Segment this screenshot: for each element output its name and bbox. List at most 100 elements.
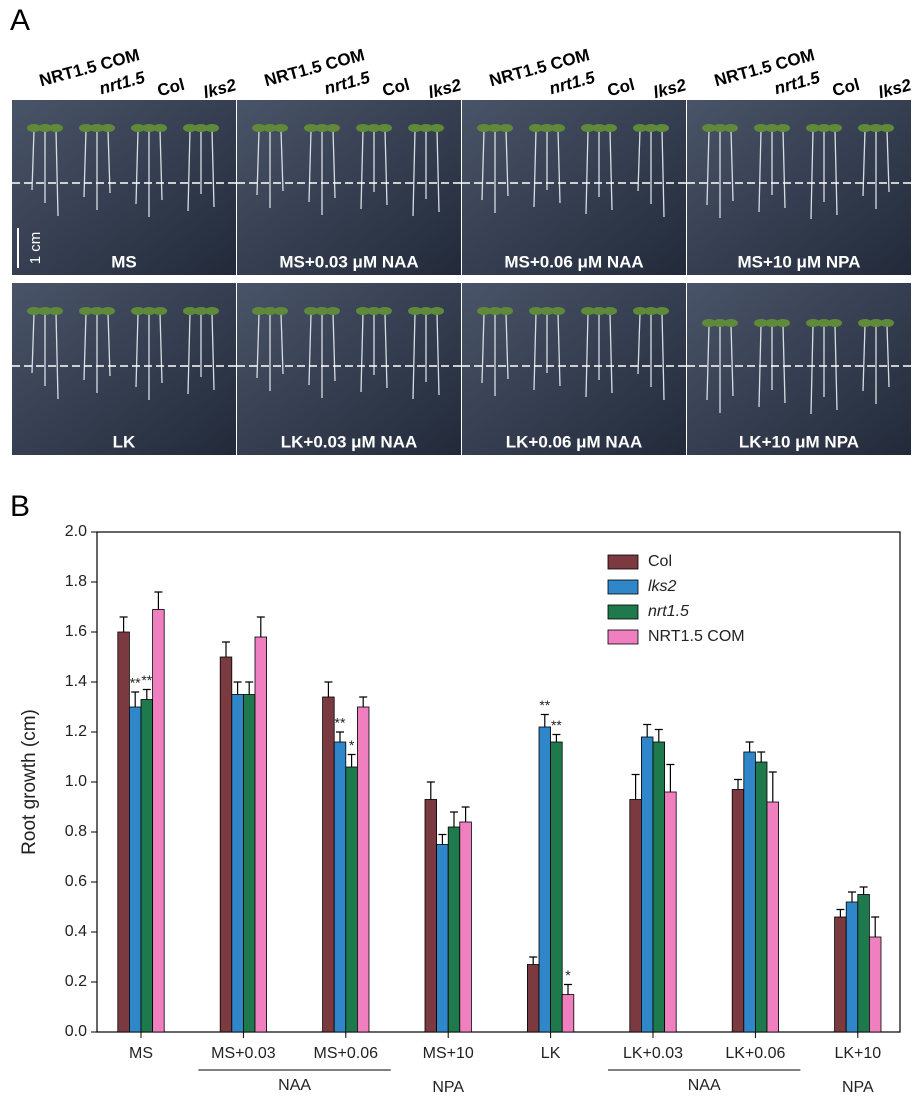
- root: [436, 129, 440, 213]
- cotyledon: [633, 124, 647, 132]
- cotyledon: [304, 124, 318, 132]
- root: [135, 312, 139, 388]
- root: [782, 324, 786, 404]
- cotyledon: [326, 124, 340, 132]
- panel-label: B: [10, 490, 30, 523]
- root: [557, 312, 561, 387]
- cotyledon: [408, 124, 422, 132]
- cotyledon: [131, 307, 145, 315]
- cotyledon: [27, 124, 41, 132]
- cotyledon: [183, 124, 197, 132]
- cotyledon: [274, 124, 288, 132]
- cotyledon: [858, 124, 872, 132]
- root: [609, 129, 613, 211]
- cotyledon: [499, 124, 513, 132]
- cotyledon: [378, 307, 392, 315]
- error-bar: [245, 681, 254, 695]
- root: [412, 312, 416, 400]
- error-bar: [438, 833, 447, 845]
- cotyledon: [252, 307, 266, 315]
- cotyledon: [274, 307, 288, 315]
- y-tick-label: 1.2: [65, 723, 87, 740]
- condition-label: LK: [113, 432, 136, 451]
- cotyledon: [194, 307, 208, 315]
- cotyledon: [205, 124, 219, 132]
- cotyledon: [263, 124, 277, 132]
- cotyledon: [27, 307, 41, 315]
- cotyledon: [101, 124, 115, 132]
- error-bar: [654, 728, 663, 742]
- bar: [755, 761, 768, 1033]
- root: [585, 312, 589, 398]
- group-label: NAA: [688, 1077, 721, 1094]
- error-bar: [461, 806, 470, 822]
- root: [83, 312, 87, 381]
- cotyledon: [655, 124, 669, 132]
- error-bar: [745, 741, 754, 752]
- root: [256, 129, 260, 196]
- cotyledon: [540, 307, 554, 315]
- error-bar: [529, 956, 538, 965]
- cotyledon: [754, 124, 768, 132]
- error-bar: [757, 751, 766, 762]
- genotype-label: Col: [155, 75, 186, 100]
- cotyledon: [765, 319, 779, 327]
- significance-label: **: [539, 697, 550, 713]
- bar: [766, 801, 780, 1033]
- cotyledon: [644, 307, 658, 315]
- significance-label: **: [130, 675, 141, 691]
- cotyledon: [754, 319, 768, 327]
- cotyledon: [776, 124, 790, 132]
- x-tick-label: LK+0.06: [725, 1045, 785, 1062]
- cotyledon: [142, 307, 156, 315]
- root: [730, 324, 734, 397]
- y-tick-label: 0.6: [65, 873, 87, 890]
- root: [834, 324, 838, 411]
- cotyledon: [367, 124, 381, 132]
- root: [159, 312, 163, 384]
- root: [31, 129, 35, 191]
- root: [360, 312, 364, 393]
- x-tick-label: MS+0.03: [211, 1045, 276, 1062]
- genotype-label: lks2: [201, 75, 238, 102]
- error-bar: [222, 641, 230, 657]
- error-bar: [336, 731, 344, 742]
- cotyledon: [724, 319, 738, 327]
- cotyledon: [90, 124, 104, 132]
- bar: [731, 789, 745, 1033]
- root: [661, 129, 665, 218]
- root: [187, 312, 191, 395]
- cotyledon: [90, 307, 104, 315]
- root: [758, 129, 762, 213]
- x-tick-label: MS+10: [423, 1045, 474, 1062]
- cotyledon: [326, 307, 340, 315]
- root: [211, 129, 215, 208]
- error-bar: [666, 763, 675, 792]
- genotype-label: Col: [380, 75, 411, 100]
- scale-bar-label: 1 cm: [27, 232, 44, 265]
- genotype-label: lks2: [651, 75, 688, 102]
- bar: [834, 916, 847, 1033]
- cotyledon: [869, 319, 883, 327]
- error-bar: [643, 723, 652, 737]
- bar: [664, 791, 677, 1033]
- root: [412, 129, 416, 217]
- bar: [219, 656, 233, 1033]
- root: [533, 129, 537, 208]
- y-tick-label: 1.0: [65, 773, 87, 790]
- bar: [459, 821, 472, 1033]
- legend-swatch: [607, 554, 639, 570]
- cotyledon: [828, 124, 842, 132]
- y-axis-label: Root growth (cm): [19, 709, 40, 855]
- root: [609, 312, 613, 394]
- error-bar: [564, 983, 572, 995]
- error-bar: [324, 681, 333, 697]
- root: [135, 129, 139, 205]
- y-tick-label: 1.8: [65, 573, 87, 590]
- cotyledon: [817, 124, 831, 132]
- cotyledon: [633, 307, 647, 315]
- cotyledon: [477, 307, 491, 315]
- cotyledon: [828, 319, 842, 327]
- error-bar: [426, 781, 435, 800]
- error-bar: [871, 916, 880, 937]
